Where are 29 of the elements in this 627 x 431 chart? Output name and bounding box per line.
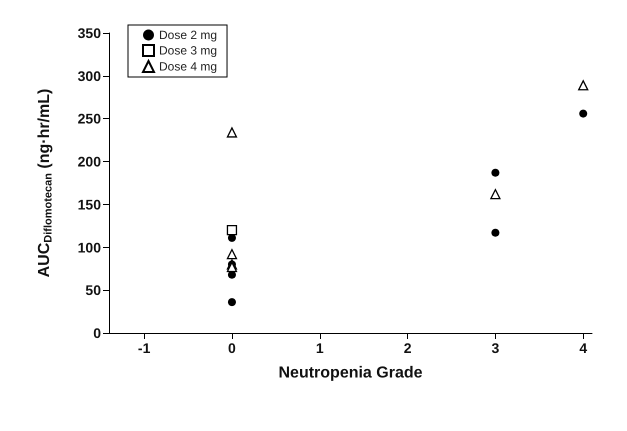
point — [579, 110, 588, 118]
point — [491, 168, 500, 177]
x-axis-title: Neutropenia Grade — [278, 364, 423, 382]
y-tick-label: 0 — [93, 325, 102, 341]
point — [228, 298, 236, 306]
x-tick-label: -1 — [138, 340, 151, 356]
y-tick-label: 350 — [78, 25, 102, 41]
point — [490, 188, 501, 200]
point — [226, 262, 238, 272]
point — [578, 80, 588, 90]
point — [491, 228, 500, 237]
point — [226, 127, 238, 138]
x-tick-label: 3 — [492, 340, 500, 356]
point — [226, 248, 238, 260]
y-axis-title: AUCDiflomotecan (ng·hr/mL) — [36, 88, 54, 278]
y-tick-label: 150 — [78, 196, 102, 212]
x-tick-label: 4 — [579, 340, 588, 356]
x-tick-label: 0 — [228, 340, 236, 356]
y-tick-label: 100 — [78, 239, 102, 256]
legend-label: Dose 3 mg — [159, 44, 218, 58]
legend-label: Dose 2 mg — [159, 28, 218, 42]
y-tick-label: 200 — [78, 154, 102, 170]
x-tick-label: 2 — [404, 340, 412, 356]
legend-label: Dose 4 mg — [159, 60, 218, 74]
y-tick-label: 50 — [85, 282, 102, 298]
y-tick-label: 300 — [78, 68, 102, 84]
x-tick-label: 1 — [316, 340, 324, 356]
y-tick-label: 250 — [78, 110, 102, 127]
point — [226, 224, 238, 236]
